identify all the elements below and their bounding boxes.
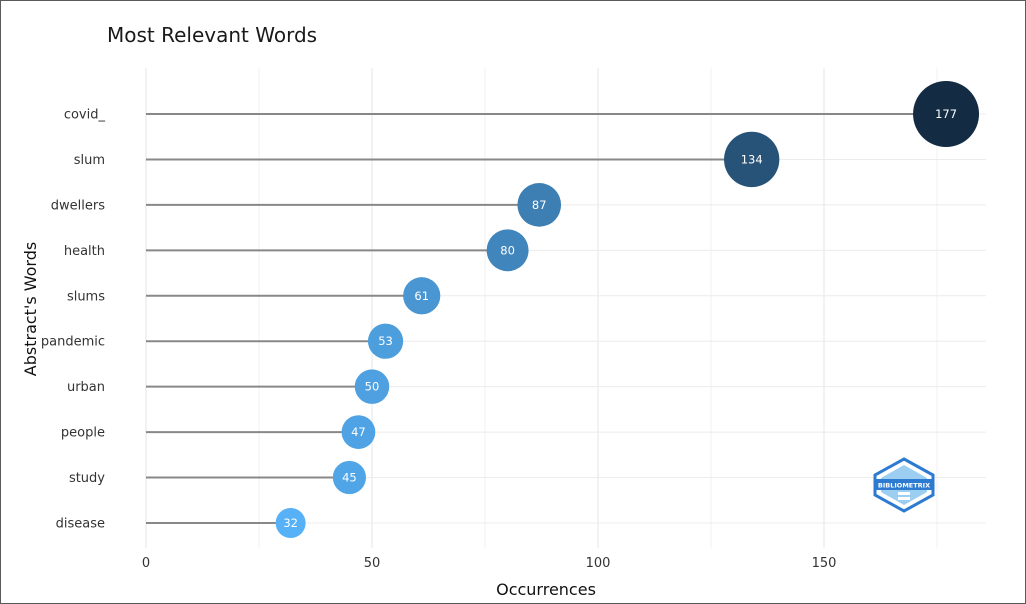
x-tick-label: 150 — [812, 556, 837, 571]
x-tick-label: 50 — [364, 556, 381, 571]
value-label: 177 — [935, 107, 957, 121]
value-label: 47 — [351, 425, 366, 439]
point-slums — [403, 277, 441, 315]
value-label: 45 — [342, 471, 357, 485]
y-tick-label: people — [61, 426, 105, 441]
value-label: 32 — [283, 516, 298, 530]
point-disease — [275, 507, 306, 538]
y-tick-label: disease — [56, 516, 105, 531]
x-tick-labels: 0 50 100 150 — [142, 556, 837, 571]
point-people — [341, 415, 376, 449]
bibliometrix-logo-icon: BIBLIOMETRIX — [873, 457, 935, 513]
y-tick-labels: covid_slum dwellers health slums pandemic urb… — [41, 108, 106, 532]
point-pandemic — [367, 323, 404, 359]
y-tick-label: health — [64, 244, 105, 259]
chart-title: Most Relevant Words — [107, 23, 318, 47]
point-covid_ — [913, 81, 980, 147]
point-study — [332, 460, 367, 495]
data-points: 177 134 87 80 61 53 50 47 45 32 — [275, 81, 980, 538]
value-label: 50 — [365, 380, 380, 394]
y-tick-label: slums — [67, 289, 105, 304]
y-tick-label: covid_ — [64, 108, 106, 123]
value-label: 61 — [414, 289, 429, 303]
stems — [146, 113, 947, 524]
x-tick-label: 0 — [142, 556, 150, 571]
value-label: 53 — [378, 334, 393, 348]
y-axis-label: Abstract's Words — [21, 242, 40, 376]
value-label: 87 — [532, 198, 547, 212]
value-label: 134 — [741, 152, 763, 166]
y-tick-label: urban — [67, 380, 105, 395]
point-urban — [354, 369, 390, 404]
y-tick-label: study — [69, 471, 105, 486]
point-health — [486, 229, 529, 272]
point-slum — [724, 131, 780, 188]
value-label: 80 — [500, 243, 515, 257]
point-dwellers — [517, 183, 562, 227]
y-tick-label: pandemic — [41, 335, 105, 350]
y-tick-label: dwellers — [51, 198, 105, 213]
grid-lines — [145, 68, 986, 548]
x-axis-label: Occurrences — [496, 580, 596, 599]
x-tick-label: 100 — [586, 556, 611, 571]
y-tick-label: slum — [74, 153, 105, 168]
logo-text: BIBLIOMETRIX — [878, 482, 930, 490]
